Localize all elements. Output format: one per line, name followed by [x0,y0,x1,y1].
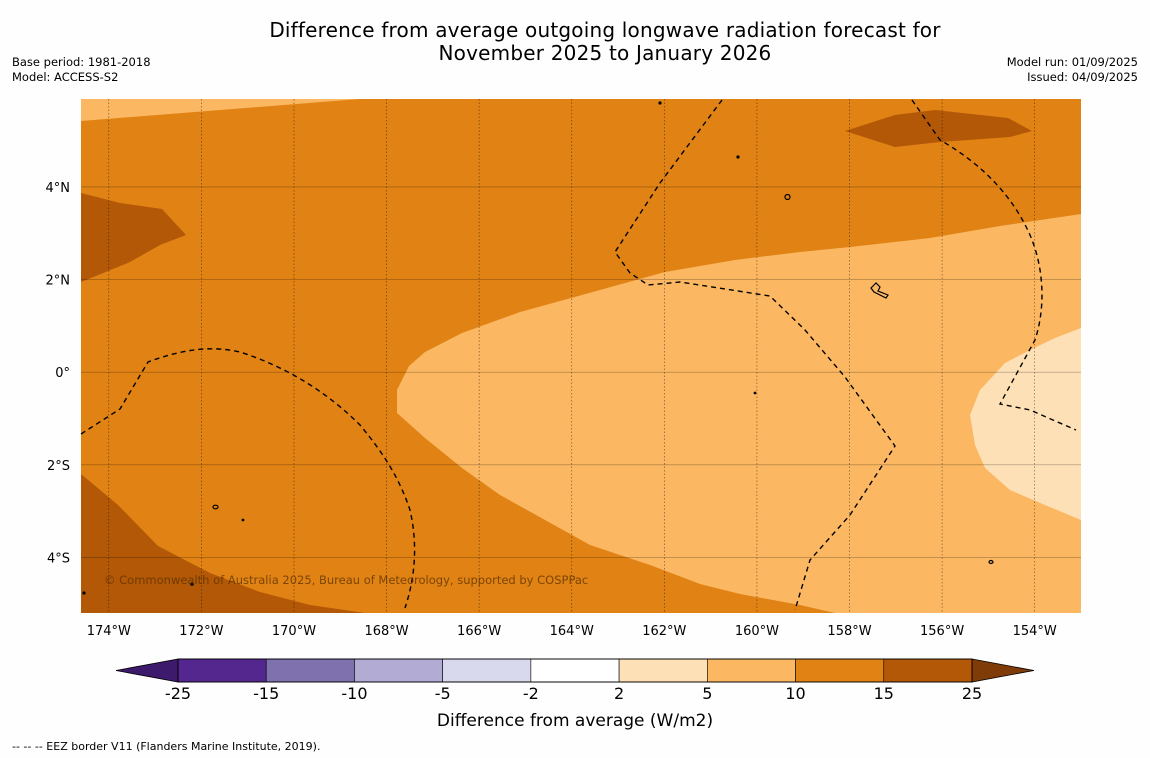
anomaly-band-15-25-west [81,193,186,282]
latitude-tick-label: 4°S [47,551,70,566]
island-outline [212,504,219,510]
colorbar-extend-high [971,658,1035,683]
latitude-tick-label: 0° [55,366,70,381]
colorbar-segment [442,658,532,683]
island-dot [753,391,757,395]
colorbar-tick-label: 10 [785,684,805,703]
colorbar-tick-label: -10 [341,684,367,703]
colorbar-extend-low [115,658,179,683]
colorbar-segment [177,658,267,683]
island-dot [736,155,740,159]
colorbar-tick-label: -15 [253,684,279,703]
longitude-tick-label: 168°W [364,624,408,639]
island-outline [988,559,994,565]
longitude-tick-label: 172°W [179,624,223,639]
longitude-tick-label: 162°W [642,624,686,639]
map-panel: © Commonwealth of Australia 2025, Bureau… [80,99,1081,613]
anomaly-band-2-5-east [970,328,1081,520]
colorbar-tick-label: -5 [435,684,451,703]
anomaly-band-10-15-northwest [81,99,360,121]
colorbar-label: Difference from average (W/m2) [437,711,713,731]
eez-border-west [80,348,416,609]
colorbar-outline [177,658,973,683]
island-outline [870,282,889,299]
title-line-2: November 2025 to January 2026 [438,41,772,65]
colorbar-tick-label: 25 [962,684,982,703]
eez-borders [80,99,1077,611]
colorbar-segment [530,658,620,683]
latitude-tick-label: 2°S [47,459,70,474]
model-info: Base period: 1981-2018 Model: ACCESS-S2 [12,55,151,85]
colorbar-segment [354,658,443,683]
longitude-tick-label: 160°W [735,624,779,639]
longitude-tick-label: 158°W [827,624,871,639]
colorbar-segment [795,658,885,683]
colorbar-segment [618,658,708,683]
copyright-notice: © Commonwealth of Australia 2025, Bureau… [104,573,588,587]
colorbar: -25 -15 -10 -5 -2 2 5 10 15 25 [115,658,1035,703]
anomaly-band-15-25-southwest [81,474,365,613]
page-title: Difference from average outgoing longwav… [200,19,1010,65]
title-line-1: Difference from average outgoing longwav… [269,18,941,42]
colorbar-tick-label: 15 [874,684,894,703]
model-run-date: Model run: 01/09/2025 [1006,55,1138,69]
latitude-tick-label: 4°N [46,181,71,196]
issued-date: Issued: 04/09/2025 [1027,70,1138,84]
longitude-tick-label: 166°W [457,624,501,639]
eez-border-east [911,99,1077,431]
longitude-tick-label: 170°W [272,624,316,639]
longitude-tick-label: 154°W [1013,624,1057,639]
longitude-tick-label: 164°W [550,624,594,639]
island-dot [658,101,662,105]
latitude-tick-labels: 4°N 2°N 0° 2°S 4°S [46,181,71,566]
island-dot [190,582,194,586]
island-dot [241,518,245,522]
colorbar-tick-label: -2 [523,684,539,703]
longitude-tick-labels: 174°W 172°W 170°W 168°W 166°W 164°W 162°W 160°W… [87,624,1057,639]
colorbar-tick-label: 5 [702,684,712,703]
colorbar-segment [883,658,973,683]
longitude-tick-label: 174°W [87,624,131,639]
latitude-tick-label: 2°N [46,274,71,289]
island-dot [82,591,86,595]
colorbar-segment [265,658,355,683]
longitude-tick-label: 156°W [920,624,964,639]
eez-border-central [614,99,896,611]
colorbar-segment [707,658,796,683]
model-name: Model: ACCESS-S2 [12,70,119,84]
islands [82,101,994,595]
colorbar-tick-label: -25 [165,684,191,703]
base-period: Base period: 1981-2018 [12,55,151,69]
colorbar-tick-label: 2 [614,684,624,703]
run-info: Model run: 01/09/2025 Issued: 04/09/2025 [1007,55,1138,85]
island-outline [784,193,791,201]
eez-legend-note: -- -- -- EEZ border V11 (Flanders Marine… [12,740,321,753]
anomaly-band-5-10-central [397,214,1081,613]
anomaly-band-15-25-northeast [845,110,1032,147]
map-gridlines [81,99,1081,613]
